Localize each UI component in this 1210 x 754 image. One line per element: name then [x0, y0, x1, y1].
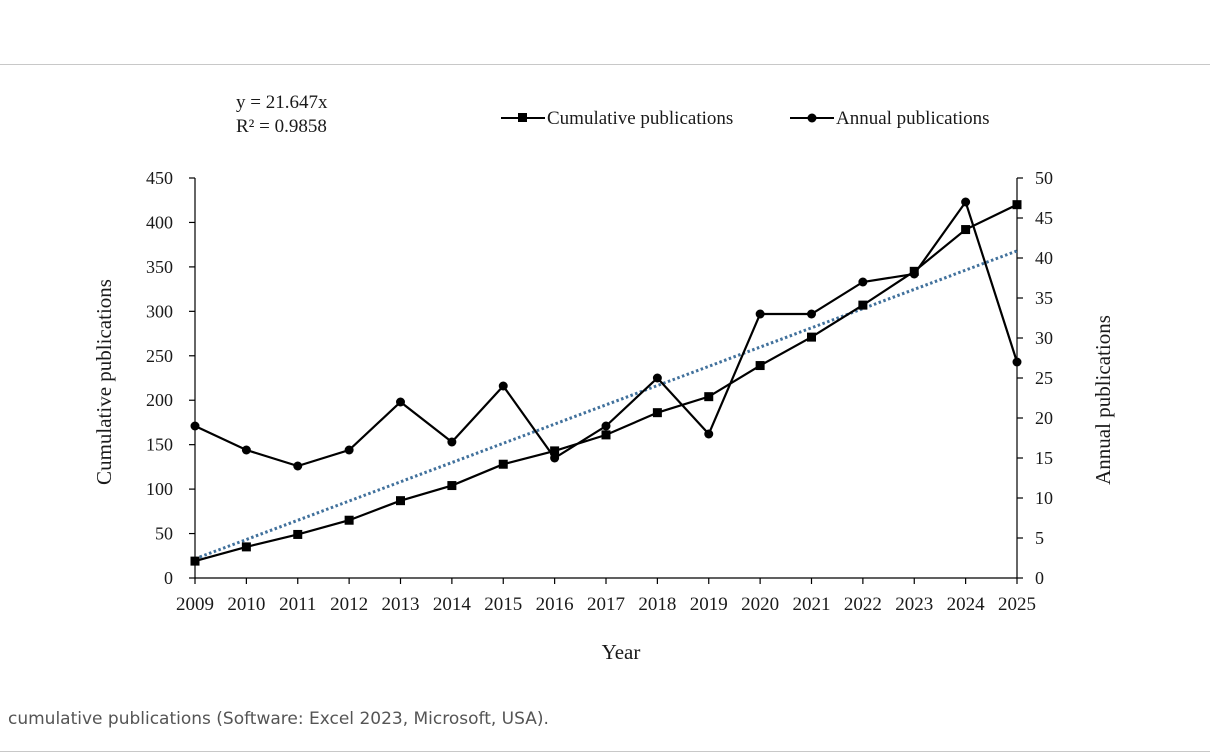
left-tick-label: 100 — [146, 479, 173, 499]
cumulative-point — [858, 300, 868, 310]
right-tick-label: 10 — [1035, 488, 1053, 508]
annual-point — [293, 461, 303, 471]
cumulative-point — [293, 529, 303, 539]
annual-point — [498, 381, 508, 391]
cumulative-point — [190, 556, 200, 566]
left-tick-label: 400 — [146, 212, 173, 232]
trendline-r-squared: R² = 0.9858 — [236, 116, 327, 137]
x-tick-label: 2017 — [587, 594, 625, 615]
right-axis-title: Annual publications — [1091, 315, 1115, 485]
right-tick-label: 25 — [1035, 368, 1053, 388]
right-tick-label: 20 — [1035, 408, 1053, 428]
x-tick-label: 2011 — [279, 594, 316, 615]
cumulative-point — [344, 515, 354, 525]
x-tick-label: 2021 — [793, 594, 831, 615]
annual-point — [1012, 357, 1022, 367]
x-tick-label: 2022 — [844, 594, 882, 615]
right-tick-label: 40 — [1035, 248, 1053, 268]
left-tick-label: 300 — [146, 301, 173, 321]
legend-item-cumulative: Cumulative publications — [501, 108, 733, 129]
right-tick-label: 35 — [1035, 288, 1053, 308]
annual-point — [909, 269, 919, 279]
cumulative-point — [1012, 200, 1022, 210]
x-axis-ticks: 2009 2010 2011 2012 2013 2014 2015 2016 2017 2018… — [176, 578, 1036, 615]
cumulative-line — [194, 203, 1018, 563]
cumulative-point — [704, 392, 714, 402]
left-tick-label: 0 — [164, 568, 173, 588]
annual-point — [601, 421, 611, 431]
annual-point — [396, 397, 405, 407]
legend: Cumulative publications Annual publicati… — [501, 108, 990, 129]
left-tick-label: 350 — [146, 257, 173, 277]
x-tick-label: 2014 — [433, 594, 472, 615]
cumulative-point — [601, 430, 611, 440]
cumulative-point — [396, 496, 405, 506]
x-tick-label: 2013 — [382, 594, 420, 615]
cumulative-point — [498, 459, 508, 469]
annual-point — [344, 445, 354, 455]
right-tick-label: 30 — [1035, 328, 1053, 348]
x-tick-label: 2015 — [484, 594, 522, 615]
annual-point — [652, 373, 662, 383]
cumulative-point — [550, 446, 560, 456]
x-tick-label: 2025 — [998, 594, 1036, 615]
x-tick-label: 2024 — [947, 594, 986, 615]
legend-item-annual: Annual publications — [790, 108, 990, 129]
left-axis-title: Cumulative publications — [92, 279, 116, 485]
cumulative-point — [755, 361, 765, 371]
x-tick-label: 2016 — [536, 594, 574, 615]
right-tick-label: 45 — [1035, 208, 1053, 228]
x-tick-label: 2009 — [176, 594, 214, 615]
right-tick-label: 15 — [1035, 448, 1053, 468]
annual-point — [447, 437, 457, 447]
annual-point — [241, 445, 251, 455]
linear-trendline — [194, 249, 1018, 561]
left-tick-label: 450 — [146, 168, 173, 188]
annual-point — [755, 309, 765, 319]
x-tick-label: 2018 — [638, 594, 676, 615]
right-tick-label: 5 — [1035, 528, 1044, 548]
bottom-divider — [0, 751, 1210, 752]
annual-series — [190, 197, 1022, 471]
annual-point — [550, 453, 560, 463]
legend-label-cumulative: Cumulative publications — [547, 108, 733, 129]
left-tick-label: 150 — [146, 435, 173, 455]
legend-label-annual: Annual publications — [836, 108, 990, 129]
left-axis-ticks: 0 50 100 150 200 250 300 350 400 450 — [146, 168, 195, 588]
annual-point — [807, 309, 816, 319]
annual-point — [704, 429, 714, 439]
cumulative-point — [447, 481, 457, 491]
cumulative-point — [652, 408, 662, 418]
x-tick-label: 2023 — [895, 594, 933, 615]
right-tick-label: 50 — [1035, 168, 1053, 188]
cumulative-point — [807, 332, 816, 342]
cumulative-point — [241, 542, 251, 552]
x-tick-label: 2010 — [227, 594, 265, 615]
x-tick-label: 2019 — [690, 594, 728, 615]
right-tick-label: 0 — [1035, 568, 1044, 588]
x-tick-label: 2020 — [741, 594, 779, 615]
legend-square-marker — [518, 113, 527, 122]
annual-point — [961, 197, 971, 207]
x-axis-title: Year — [602, 640, 641, 664]
right-axis-ticks: 0 5 10 15 20 25 30 35 40 45 50 — [1017, 168, 1053, 588]
publications-chart: y = 21.647x R² = 0.9858 Cumulative publi… — [92, 92, 1115, 664]
legend-circle-marker — [807, 113, 817, 123]
annual-point — [190, 421, 200, 431]
left-tick-label: 50 — [155, 524, 173, 544]
left-tick-label: 250 — [146, 346, 173, 366]
trendline-equation: y = 21.647x — [236, 92, 328, 113]
cumulative-series — [190, 200, 1022, 566]
annual-point — [858, 277, 868, 287]
top-divider — [0, 64, 1210, 65]
figure-caption: cumulative publications (Software: Excel… — [8, 709, 549, 729]
x-tick-label: 2012 — [330, 594, 368, 615]
cumulative-point — [961, 225, 971, 235]
left-tick-label: 200 — [146, 390, 173, 410]
